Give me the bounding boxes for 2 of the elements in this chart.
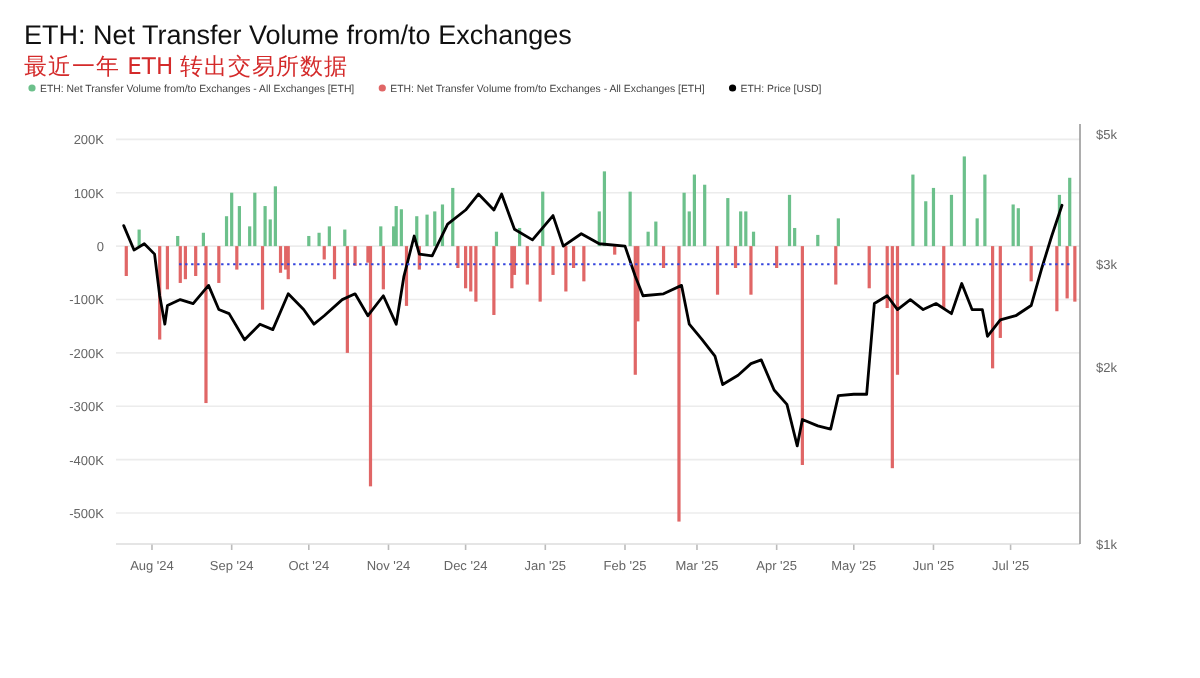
chart-subtitle: 最近一年 ETH 转出交易所数据 <box>24 52 349 80</box>
chart-title: ETH: Net Transfer Volume from/to Exchanges <box>24 20 573 50</box>
